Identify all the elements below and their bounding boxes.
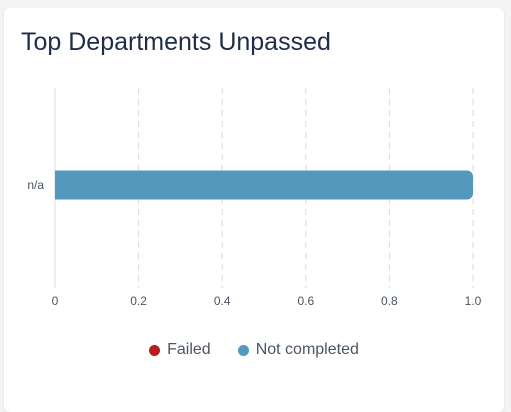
x-tick-label: 0 xyxy=(52,294,59,308)
bar-not-completed[interactable] xyxy=(55,170,473,200)
chart-legend: Failed Not completed xyxy=(4,341,504,359)
bars xyxy=(55,170,473,200)
y-category-label: n/a xyxy=(27,178,44,192)
x-tick-label: 0.4 xyxy=(214,294,231,308)
x-tick-label: 0.8 xyxy=(381,294,398,308)
bar-segment-edge xyxy=(55,170,63,200)
x-axis-labels: 0 0.2 0.4 0.6 0.8 1.0 xyxy=(52,294,482,308)
bar-chart: n/a 0 0.2 0.4 0.6 0.8 1.0 xyxy=(27,88,482,308)
legend-marker-failed xyxy=(149,344,161,356)
chart-card: Top Departments Unpassed n/a 0 0.2 0.4 0.6 0… xyxy=(4,8,504,412)
legend-label-failed: Failed xyxy=(167,341,211,358)
x-tick-label: 0.2 xyxy=(130,294,147,308)
chart-title: Top Departments Unpassed xyxy=(21,28,331,56)
legend-item-not-completed[interactable]: Not completed xyxy=(237,341,359,359)
legend-label-not-completed: Not completed xyxy=(255,341,359,358)
x-tick-label: 0.6 xyxy=(297,294,314,308)
legend-marker-not-completed xyxy=(237,344,249,356)
y-axis-labels: n/a xyxy=(27,178,44,192)
x-tick-label: 1.0 xyxy=(465,294,482,308)
legend-item-failed[interactable]: Failed xyxy=(149,341,211,359)
